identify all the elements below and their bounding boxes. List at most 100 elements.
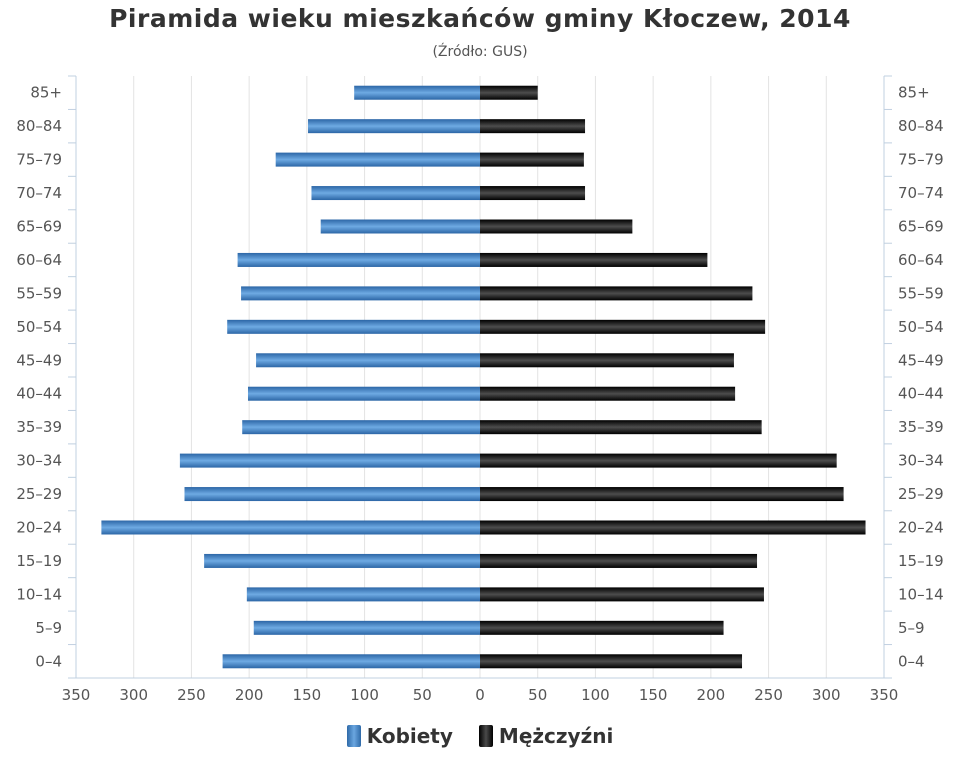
y-tick-label-left: 50–54 <box>16 318 62 336</box>
bar-women[interactable] <box>311 186 480 201</box>
y-tick-label-right: 80–84 <box>898 117 944 135</box>
y-tick-label-right: 0–4 <box>898 652 925 670</box>
x-tick-label: 0 <box>475 686 485 704</box>
y-tick-label-left: 35–39 <box>16 418 62 436</box>
y-tick-label-left: 85+ <box>30 84 62 102</box>
bar-men[interactable] <box>480 386 736 401</box>
bar-men[interactable] <box>480 487 844 502</box>
y-tick-label-left: 25–29 <box>16 485 62 503</box>
y-tick-label-left: 70–74 <box>16 184 62 202</box>
bar-women[interactable] <box>247 386 480 401</box>
bar-women[interactable] <box>179 453 480 468</box>
x-tick-label: 200 <box>235 686 264 704</box>
bar-women[interactable] <box>354 85 480 100</box>
chart-title: Piramida wieku mieszkańców gminy Kłoczew… <box>109 4 851 33</box>
bar-men[interactable] <box>480 219 633 234</box>
x-tick-label: 200 <box>697 686 726 704</box>
x-tick-label: 300 <box>119 686 148 704</box>
bar-men[interactable] <box>480 553 758 568</box>
bar-men[interactable] <box>480 520 866 535</box>
bar-women[interactable] <box>275 152 480 167</box>
x-tick-label: 150 <box>639 686 668 704</box>
bar-women[interactable] <box>246 587 480 602</box>
bar-women[interactable] <box>241 286 480 301</box>
y-tick-label-right: 5–9 <box>898 619 925 637</box>
bar-men[interactable] <box>480 252 708 267</box>
y-tick-label-right: 55–59 <box>898 284 944 302</box>
legend-swatch-women <box>346 725 361 747</box>
bar-women[interactable] <box>184 487 480 502</box>
legend-label-men: Mężczyźni <box>498 724 614 748</box>
y-tick-label-left: 20–24 <box>16 519 62 537</box>
x-tick-label: 300 <box>812 686 841 704</box>
bar-women[interactable] <box>222 654 480 669</box>
chart-subtitle: (Źródło: GUS) <box>432 44 528 60</box>
bar-women[interactable] <box>204 553 480 568</box>
x-tick-label: 50 <box>413 686 432 704</box>
y-tick-label-left: 10–14 <box>16 585 62 603</box>
x-tick-label: 250 <box>177 686 206 704</box>
bar-women[interactable] <box>101 520 480 535</box>
y-tick-label-left: 5–9 <box>35 619 62 637</box>
y-tick-label-left: 80–84 <box>16 117 62 135</box>
y-tick-label-left: 40–44 <box>16 385 62 403</box>
y-tick-label-left: 65–69 <box>16 218 62 236</box>
y-tick-label-right: 50–54 <box>898 318 944 336</box>
legend: Kobiety Mężczyźni <box>0 724 960 748</box>
bar-men[interactable] <box>480 186 586 201</box>
bars <box>101 85 866 669</box>
legend-item-men[interactable]: Mężczyźni <box>478 724 614 748</box>
bar-men[interactable] <box>480 85 538 100</box>
bar-men[interactable] <box>480 152 584 167</box>
y-tick-label-right: 20–24 <box>898 519 944 537</box>
y-tick-label-left: 60–64 <box>16 251 62 269</box>
y-tick-label-right: 70–74 <box>898 184 944 202</box>
y-tick-label-right: 15–19 <box>898 552 944 570</box>
bar-men[interactable] <box>480 587 764 602</box>
bar-men[interactable] <box>480 453 837 468</box>
y-tick-label-left: 0–4 <box>35 652 62 670</box>
bar-women[interactable] <box>253 620 480 635</box>
y-tick-label-left: 45–49 <box>16 351 62 369</box>
bar-women[interactable] <box>320 219 480 234</box>
x-tick-label: 100 <box>581 686 610 704</box>
bar-women[interactable] <box>227 319 480 334</box>
bar-women[interactable] <box>308 119 480 134</box>
x-tick-label: 100 <box>350 686 379 704</box>
y-tick-label-left: 55–59 <box>16 284 62 302</box>
bar-women[interactable] <box>242 420 480 435</box>
tick-labels: 350 300 250 200 150 100 50 0 50 100 150 200 250 300 35… <box>16 84 943 704</box>
legend-item-women[interactable]: Kobiety <box>346 724 453 748</box>
bar-men[interactable] <box>480 620 724 635</box>
legend-swatch-men <box>478 725 493 747</box>
bar-women[interactable] <box>256 353 480 368</box>
y-tick-label-right: 25–29 <box>898 485 944 503</box>
bar-men[interactable] <box>480 119 586 134</box>
y-tick-label-right: 10–14 <box>898 585 944 603</box>
y-tick-label-right: 35–39 <box>898 418 944 436</box>
bar-men[interactable] <box>480 420 762 435</box>
x-tick-label: 350 <box>62 686 91 704</box>
bar-women[interactable] <box>237 252 480 267</box>
y-tick-label-left: 75–79 <box>16 151 62 169</box>
x-tick-label: 150 <box>293 686 322 704</box>
y-tick-label-left: 30–34 <box>16 452 62 470</box>
y-tick-label-right: 60–64 <box>898 251 944 269</box>
bar-men[interactable] <box>480 353 734 368</box>
y-tick-label-right: 30–34 <box>898 452 944 470</box>
x-tick-label: 250 <box>754 686 783 704</box>
y-tick-label-right: 85+ <box>898 84 930 102</box>
y-tick-label-right: 75–79 <box>898 151 944 169</box>
axes <box>68 75 892 679</box>
legend-label-women: Kobiety <box>366 724 453 748</box>
y-tick-label-right: 45–49 <box>898 351 944 369</box>
y-tick-label-left: 15–19 <box>16 552 62 570</box>
bar-men[interactable] <box>480 319 766 334</box>
bar-men[interactable] <box>480 286 753 301</box>
y-tick-label-right: 65–69 <box>898 218 944 236</box>
bar-men[interactable] <box>480 654 743 669</box>
y-tick-label-right: 40–44 <box>898 385 944 403</box>
grid-lines <box>133 76 827 678</box>
x-tick-label: 50 <box>528 686 547 704</box>
